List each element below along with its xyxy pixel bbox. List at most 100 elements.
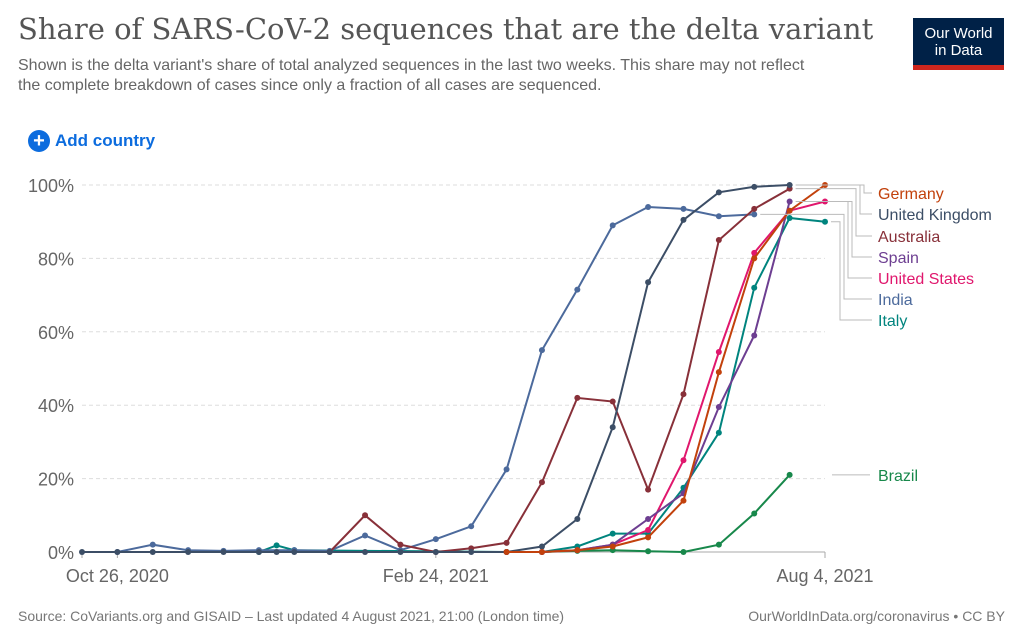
data-point bbox=[715, 369, 722, 376]
data-point bbox=[538, 479, 545, 486]
series-label-united-kingdom: United Kingdom bbox=[878, 207, 992, 224]
series-label-germany: Germany bbox=[878, 186, 944, 203]
series-line-italy bbox=[258, 216, 826, 553]
y-tick-label: 100% bbox=[28, 176, 74, 196]
source-note: Source: CoVariants.org and GISAID – Last… bbox=[18, 608, 565, 624]
data-point bbox=[786, 198, 793, 205]
data-point bbox=[680, 216, 687, 223]
data-point bbox=[609, 424, 616, 431]
data-point bbox=[751, 255, 758, 262]
data-point bbox=[680, 457, 687, 464]
data-point bbox=[645, 486, 652, 493]
data-point bbox=[609, 530, 616, 537]
label-connector bbox=[760, 213, 872, 300]
data-point bbox=[149, 549, 156, 555]
data-point bbox=[468, 549, 475, 555]
data-point bbox=[680, 549, 687, 555]
label-connector bbox=[795, 188, 872, 237]
logo-line-2: in Data bbox=[934, 42, 983, 59]
data-point bbox=[468, 523, 475, 530]
data-point bbox=[751, 249, 758, 256]
data-point bbox=[786, 471, 793, 478]
data-point bbox=[503, 549, 510, 555]
data-point bbox=[751, 284, 758, 291]
data-point bbox=[432, 536, 439, 543]
data-point bbox=[751, 510, 758, 517]
data-point bbox=[680, 205, 687, 212]
data-point bbox=[715, 213, 722, 220]
data-point bbox=[273, 549, 280, 555]
data-point bbox=[503, 466, 510, 473]
line-chart: 0% 20% 40% 60% 80% 100% Oct 26, 2020 Feb 24, 20… bbox=[28, 176, 992, 586]
series-label-united-states: United States bbox=[878, 271, 974, 288]
data-point bbox=[645, 548, 652, 555]
data-point bbox=[362, 512, 369, 519]
x-tick-label: Aug 4, 2021 bbox=[776, 566, 873, 586]
y-tick-label: 20% bbox=[38, 470, 74, 490]
data-point bbox=[786, 207, 793, 214]
data-point bbox=[786, 215, 793, 222]
label-connector bbox=[795, 184, 872, 215]
data-point bbox=[185, 549, 192, 555]
data-point bbox=[680, 391, 687, 398]
data-point bbox=[255, 549, 262, 555]
data-point bbox=[645, 515, 652, 522]
series-line-united-kingdom bbox=[82, 184, 790, 553]
data-point bbox=[326, 549, 333, 555]
data-point bbox=[362, 532, 369, 539]
data-point bbox=[751, 332, 758, 339]
data-point bbox=[538, 549, 545, 555]
data-point bbox=[574, 547, 581, 554]
license-link[interactable]: OurWorldInData.org/coronavirus • CC BY bbox=[748, 608, 1005, 624]
data-point bbox=[362, 549, 369, 555]
logo-line-1: Our World bbox=[924, 25, 993, 42]
data-point bbox=[715, 237, 722, 244]
x-tick-label: Feb 24, 2021 bbox=[383, 566, 489, 586]
data-point bbox=[645, 204, 652, 211]
series-label-india: India bbox=[878, 292, 913, 309]
y-tick-label: 60% bbox=[38, 323, 74, 343]
add-country-button[interactable]: + Add country bbox=[28, 130, 155, 152]
plus-circle-icon: + bbox=[28, 130, 50, 152]
data-point bbox=[574, 286, 581, 293]
data-point bbox=[220, 549, 227, 555]
data-point bbox=[715, 541, 722, 548]
series-line-brazil bbox=[541, 474, 791, 554]
data-point bbox=[609, 398, 616, 405]
series-line-germany bbox=[506, 184, 826, 553]
data-point bbox=[786, 182, 793, 188]
data-point bbox=[751, 211, 758, 218]
data-point bbox=[822, 218, 828, 225]
data-point bbox=[114, 549, 121, 555]
logo-accent-bar bbox=[913, 65, 1004, 70]
data-point bbox=[645, 534, 652, 541]
data-point bbox=[432, 549, 439, 555]
data-point bbox=[538, 543, 545, 550]
series-line-australia bbox=[328, 187, 791, 554]
data-point bbox=[715, 404, 722, 411]
data-point bbox=[645, 279, 652, 286]
label-connector bbox=[831, 221, 872, 321]
data-point bbox=[538, 347, 545, 354]
series-label-australia: Australia bbox=[878, 229, 940, 246]
x-tick-label: Oct 26, 2020 bbox=[66, 566, 169, 586]
owid-logo[interactable]: Our World in Data bbox=[913, 18, 1004, 70]
series-label-brazil: Brazil bbox=[878, 468, 918, 485]
chart-subtitle: Shown is the delta variant's share of to… bbox=[18, 57, 805, 94]
data-point bbox=[751, 183, 758, 190]
data-point bbox=[715, 429, 722, 436]
data-point bbox=[609, 543, 616, 550]
data-point bbox=[397, 541, 404, 548]
data-point bbox=[574, 394, 581, 401]
data-point bbox=[397, 549, 404, 555]
series-line-united-states bbox=[506, 200, 826, 553]
data-point bbox=[149, 541, 156, 548]
label-connector bbox=[831, 201, 872, 279]
data-point bbox=[79, 549, 85, 555]
y-tick-label: 40% bbox=[38, 396, 74, 416]
data-point bbox=[574, 515, 581, 522]
data-point bbox=[609, 222, 616, 229]
label-connector bbox=[795, 201, 872, 258]
data-point bbox=[503, 539, 510, 546]
add-country-label: Add country bbox=[55, 131, 156, 150]
